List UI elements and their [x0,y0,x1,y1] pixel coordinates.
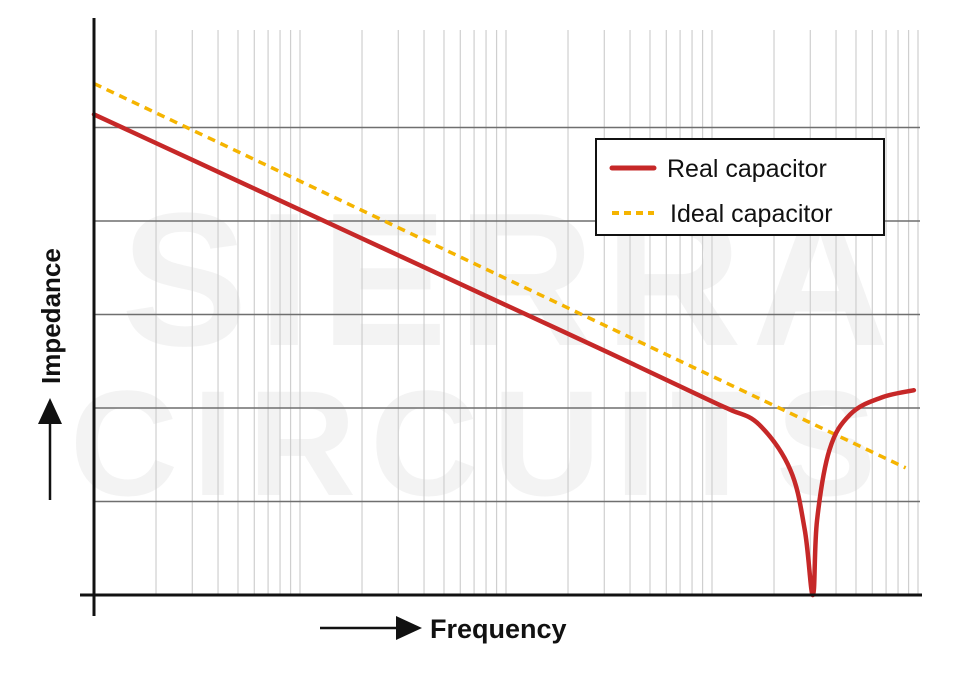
x-axis-arrowhead-icon [396,616,422,640]
legend-label-real: Real capacitor [667,155,827,183]
legend-label-ideal: Ideal capacitor [670,200,833,228]
series-line-real-capacitor [91,112,917,598]
y-axis-label: Impedance [36,248,66,384]
series-group [91,81,917,598]
legend-box [595,138,885,236]
watermark-line-2: CIRCUITS [70,359,890,527]
series-line-ideal-capacitor [93,81,907,470]
y-axis-label-group: Impedance [36,248,66,500]
legend: Real capacitor Ideal capacitor [595,138,885,236]
y-axis-arrowhead-icon [38,398,62,424]
x-axis-label: Frequency [430,614,567,644]
x-axis-label-group: Frequency [320,614,567,644]
